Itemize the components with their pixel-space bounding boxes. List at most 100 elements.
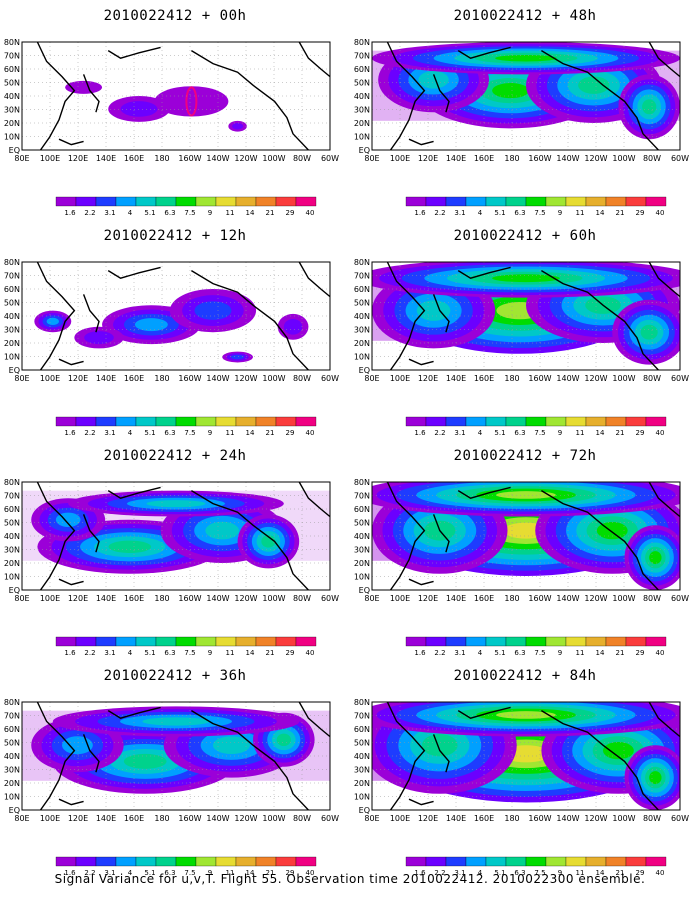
lon-tick-label: 120E [418,374,438,383]
lon-tick-label: 160W [528,814,551,823]
variance-contour [232,123,244,130]
lon-tick-label: 100W [262,814,285,823]
legend-swatch [275,416,297,427]
lat-tick-label: 30N [354,546,370,555]
legend-swatch [625,196,647,207]
legend-label: 6.3 [164,209,175,217]
legend-label: 11 [576,209,585,217]
lon-tick-label: 120W [584,594,607,603]
variance-contour [194,301,232,320]
legend-label: 3.1 [454,209,465,217]
lon-tick-label: 140E [446,594,466,603]
legend-label: 5.1 [494,649,505,657]
coastline [36,482,76,590]
lat-tick-label: 60N [354,725,370,734]
coastlines [386,482,680,590]
lat-tick-label: 20N [354,559,370,568]
lat-tick-label: 40N [354,312,370,321]
legend-swatch [135,416,157,427]
legend-label: 11 [226,649,235,657]
panel-title: 2010022412 + 72h [453,448,597,464]
panel-plot: EQ 10N 20N 30N 40N 50N 60N 70N 80N 80E 100E 120E 140… [4,478,339,657]
legend-label: 2.2 [84,649,95,657]
variance-field [34,289,309,363]
lon-tick-label: 100E [390,594,410,603]
legend-label: 6.3 [514,429,525,437]
coastlines [386,42,680,150]
lon-tick-label: 160W [178,814,201,823]
lon-tick-label: 160E [124,814,144,823]
map-plot [371,261,681,371]
map-frame [371,481,681,591]
legend-swatch [135,636,157,647]
legend-swatch [405,856,427,867]
lon-tick-label: 120W [234,594,257,603]
legend-label: 5.1 [144,869,155,877]
panel-title: 2010022412 + 60h [453,228,597,244]
map-frame [21,481,331,591]
lon-tick-label: 80E [14,374,29,383]
lon-tick-label: 160E [474,594,494,603]
legend-swatch [485,636,507,647]
legend-label: 7.5 [184,649,195,657]
coastlines [36,262,330,370]
legend-swatch [155,856,177,867]
lon-tick-label: 120W [234,374,257,383]
variance-contour [421,733,458,757]
lon-tick-label: 80E [14,154,29,163]
coastline [541,50,659,150]
lon-tick-label: 120W [584,814,607,823]
lat-tick-label: 50N [354,79,370,88]
lon-tick-label: 60W [671,814,689,823]
legend-swatch [485,196,507,207]
coastline [432,74,450,113]
legend-swatch [275,196,297,207]
forecast-panel: 2010022412 + 12h EQ 10N 20N 30N 40N 50N 60N 70N 8… [0,220,350,438]
legend-label: 40 [306,869,315,877]
legend-swatch [425,636,447,647]
lat-tick-label: 30N [4,546,20,555]
legend-swatch [215,636,237,647]
legend-swatch [135,856,157,867]
map-frame [21,261,331,371]
lon-tick-label: 100E [40,594,60,603]
lon-tick-label: 140E [96,154,116,163]
legend-label: 9 [558,429,562,437]
lon-tick-label: 180 [504,594,519,603]
coastline [457,266,511,279]
legend-label: 7.5 [534,649,545,657]
legend-swatch [425,856,447,867]
legend-swatch [95,416,117,427]
legend-swatch [525,416,547,427]
lon-tick-label: 80W [643,374,661,383]
legend-swatch [545,856,567,867]
lat-tick-label: EQ [359,366,370,375]
legend-swatch [605,196,627,207]
panel-plot: EQ 10N 20N 30N 40N 50N 60N 70N 80N 80E 100E 120E 140… [4,38,339,217]
legend-swatch [75,636,97,647]
lat-tick-label: 10N [354,133,370,142]
lon-tick-label: 120E [418,154,438,163]
legend-swatch [195,856,217,867]
lon-tick-label: 120E [418,814,438,823]
coastline [648,482,680,518]
legend-swatch [505,416,527,427]
coastlines [36,702,330,810]
lat-tick-label: 10N [4,353,20,362]
legend-swatch [255,856,277,867]
coastline [191,490,309,590]
lon-tick-label: 100W [612,154,635,163]
legend-swatch [195,636,217,647]
legend-swatch [565,196,587,207]
lon-tick-label: 140W [556,154,579,163]
legend-swatch [135,196,157,207]
coastlines [36,482,330,590]
legend-swatch [645,416,667,427]
legend-label: 1.6 [414,649,426,657]
lon-tick-label: 160W [528,374,551,383]
lat-tick-label: 20N [4,119,20,128]
lon-tick-label: 180 [504,814,519,823]
legend-swatch [605,636,627,647]
legend-label: 9 [208,209,212,217]
lat-tick-label: 80N [4,478,20,487]
